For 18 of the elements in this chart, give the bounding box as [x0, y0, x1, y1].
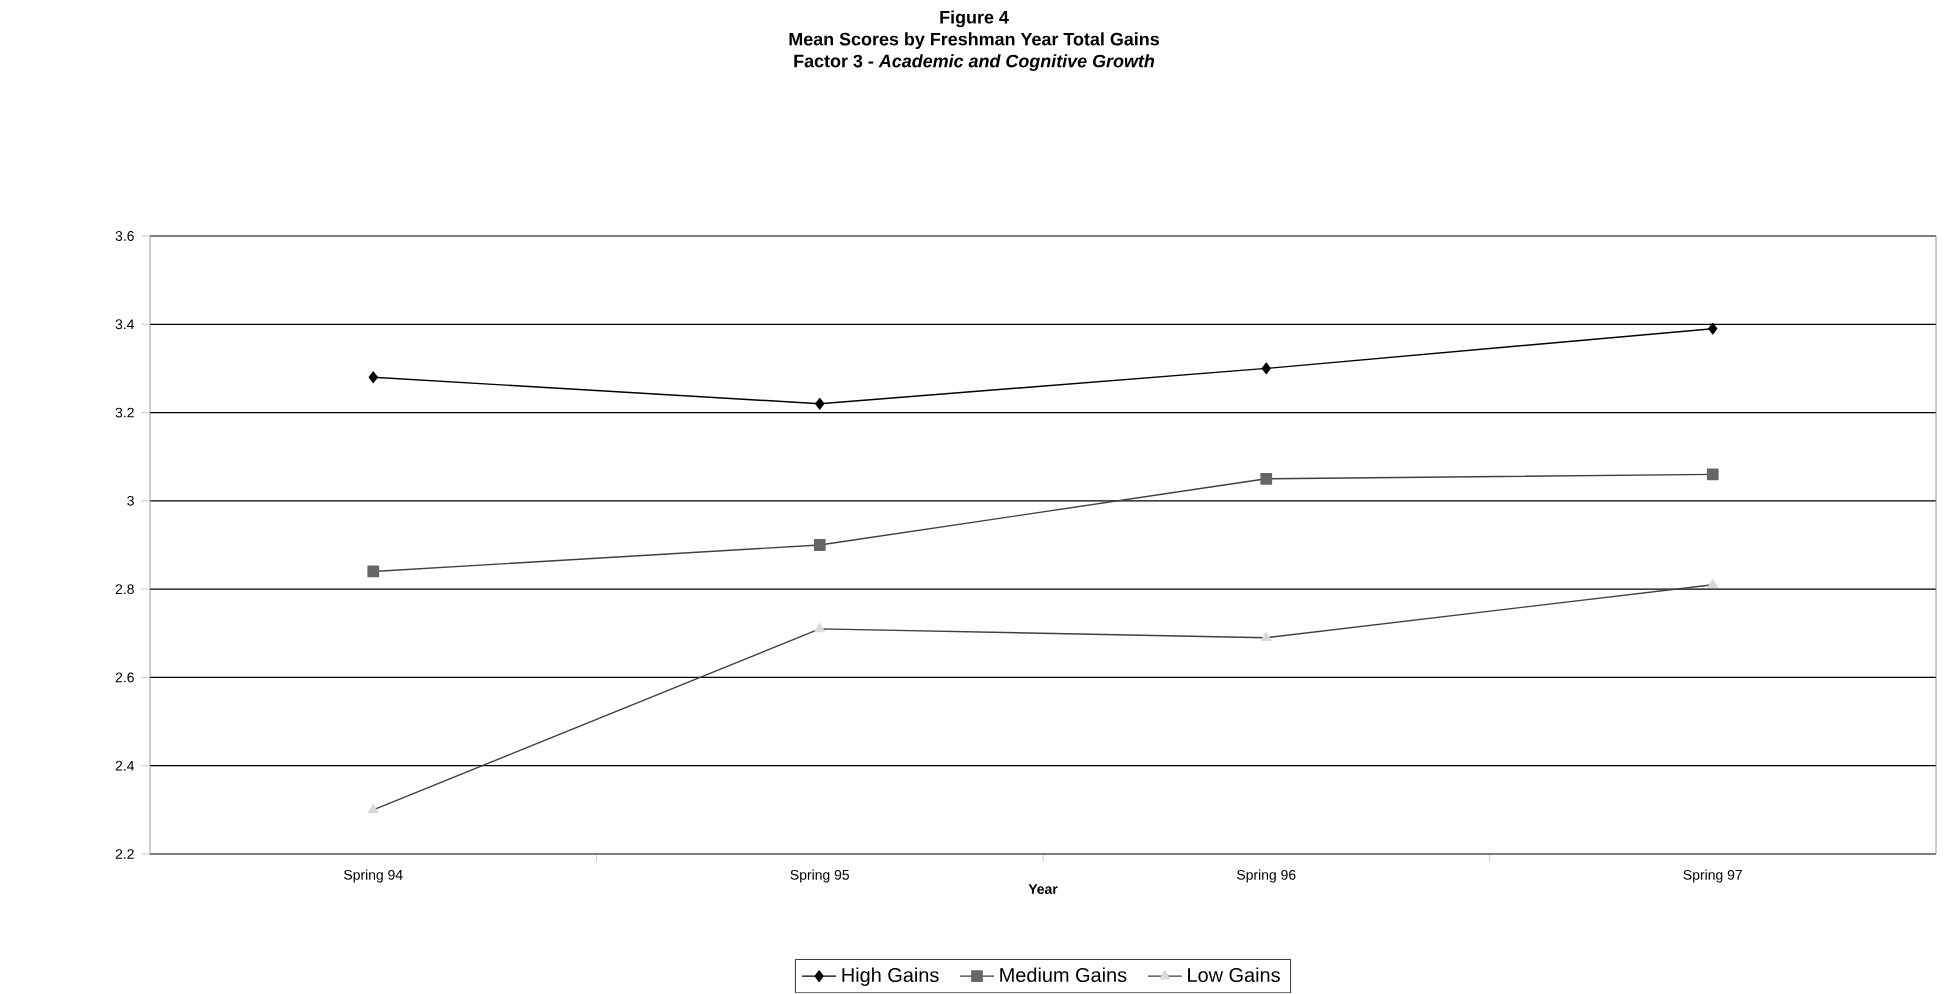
point	[367, 565, 380, 578]
legend-label: Low Gains	[1188, 967, 1280, 983]
point	[815, 398, 825, 410]
point	[1260, 473, 1273, 486]
text: Factor 3 - Academic and Cognitive Growth	[794, 54, 1155, 72]
point	[1261, 362, 1271, 375]
point	[368, 804, 379, 814]
point	[1708, 323, 1718, 335]
point	[1706, 468, 1719, 481]
point	[813, 539, 826, 552]
legend-label: High Gains	[842, 967, 939, 987]
point	[814, 623, 825, 633]
point	[368, 371, 378, 384]
chart-subtitle: Mean Scores by Freshman Year Total Gains	[789, 32, 1159, 50]
point	[1261, 632, 1272, 642]
chart-title: Figure 4	[940, 10, 1009, 28]
legend-label: Medium Gains	[1000, 967, 1127, 983]
point	[1707, 579, 1718, 589]
